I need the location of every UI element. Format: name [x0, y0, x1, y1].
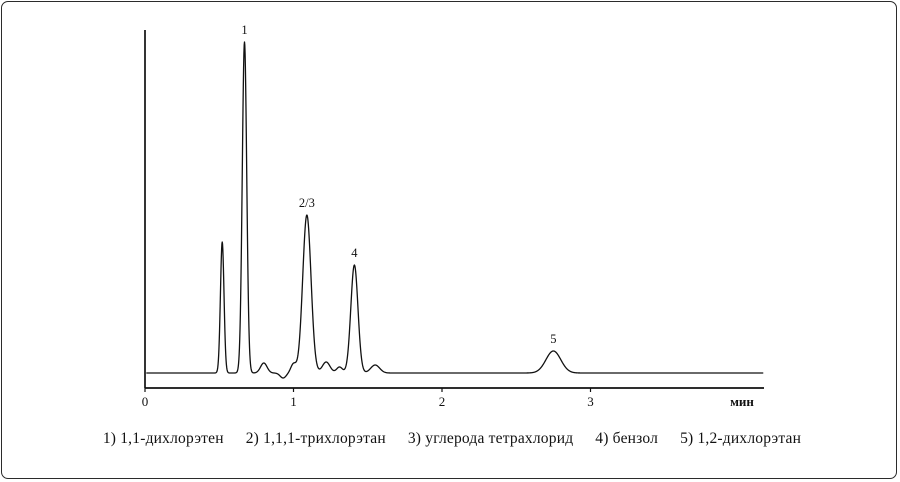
legend-item: 4) бензол — [595, 430, 659, 447]
x-tick-label: 3 — [587, 394, 594, 409]
peak-label-5: 5 — [550, 332, 556, 346]
peak-label-4: 4 — [351, 246, 358, 260]
chromatogram-plot: 0 1 2 3 мин 1 2/3 4 5 — [2, 2, 900, 422]
peak-label-2-3: 2/3 — [299, 196, 315, 210]
peak-label-1: 1 — [241, 23, 247, 37]
x-tick-label: 1 — [290, 394, 297, 409]
x-tick-label: 2 — [439, 394, 446, 409]
chromatogram-svg: 0 1 2 3 мин 1 2/3 4 5 — [142, 23, 764, 409]
x-axis-unit-label: мин — [730, 394, 754, 409]
chromatogram-trace — [146, 41, 764, 379]
legend-item: 3) углерода тетрахлорид — [407, 430, 574, 447]
legend-item: 2) 1,1,1-трихлорэтан — [245, 430, 386, 447]
legend: 1) 1,1-дихлорэтен 2) 1,1,1-трихлорэтан 3) … — [2, 430, 900, 448]
legend-item: 1) 1,1-дихлорэтен — [102, 430, 224, 447]
x-tick-label: 0 — [142, 394, 149, 409]
legend-item: 5) 1,2-дихлорэтан — [680, 430, 802, 447]
